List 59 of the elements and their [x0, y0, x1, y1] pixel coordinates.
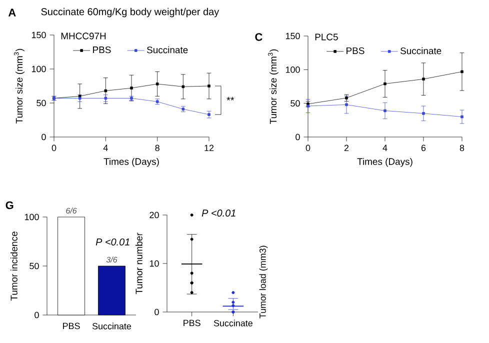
- x-tick-label: PBS: [184, 320, 200, 326]
- point: [422, 78, 425, 80]
- point: [460, 115, 464, 118]
- x-tick-label: 2: [344, 144, 349, 152]
- y-tick-label: 100: [32, 66, 46, 72]
- y-tick-label: 100: [286, 66, 300, 73]
- x-tick-label: 6: [421, 144, 426, 152]
- y-tick-label: 10: [150, 260, 159, 267]
- x-tick-label: Succinate: [214, 320, 252, 326]
- x-axis-title: Times (Days): [357, 158, 412, 167]
- y-tick-label: 150: [286, 32, 300, 40]
- point: [182, 85, 185, 88]
- text: A: [8, 8, 16, 16]
- x-tick-label: 0: [306, 144, 310, 152]
- x-tick-label: 8: [460, 144, 464, 152]
- point: [156, 82, 159, 86]
- x-tick-label: Succinate: [92, 322, 132, 330]
- y-tick-label: 0: [296, 134, 300, 140]
- y-tick-label: 50: [30, 262, 39, 270]
- chart-title: Succinate 60mg/Kg body weight/per day: [41, 8, 220, 18]
- x-tick-label: 12: [204, 144, 214, 152]
- x-tick-label: PBS: [63, 322, 80, 330]
- x-tick-label: 4: [103, 144, 108, 151]
- x-tick-label: 8: [155, 144, 160, 152]
- y-tick-label: 50: [36, 100, 46, 106]
- text: C: [255, 33, 262, 41]
- y-tick-label: 100: [24, 214, 39, 220]
- annotation: P <0.01: [96, 238, 130, 246]
- point: [208, 113, 210, 116]
- y-tick-label: 0: [154, 308, 159, 316]
- legend-label: PBS: [93, 46, 111, 54]
- legend-label: Succinate: [146, 46, 188, 54]
- x-tick-label: 0: [52, 144, 56, 152]
- y-tick-label: 50: [290, 100, 300, 107]
- x-axis-title: Times (Days): [104, 158, 159, 167]
- y-tick-label: 0: [42, 134, 46, 140]
- y-axis-title: Tumor size (mm$^{3}$): [14, 48, 24, 124]
- text: G: [6, 201, 14, 210]
- point: [384, 109, 386, 112]
- point: [384, 82, 386, 86]
- legend-label: PBS: [346, 47, 364, 54]
- y-tick-label: 150: [32, 32, 46, 38]
- point: [130, 86, 133, 90]
- y-tick-label: 0: [34, 312, 39, 318]
- annotation: P <0.01: [202, 210, 236, 217]
- y-axis-title: Tumor size (mm$^{3}$): [268, 49, 278, 124]
- y-axis-title: Tumor incidence: [10, 232, 18, 301]
- x-tick-label: 4: [382, 144, 388, 151]
- legend-label: Succinate: [400, 47, 442, 54]
- text: Tumor load (mm3): [259, 246, 268, 318]
- chart-subtitle: MHCC97H: [61, 32, 106, 40]
- point: [460, 70, 464, 74]
- annotation: **: [226, 96, 234, 100]
- point: [104, 89, 108, 92]
- y-tick-label: 20: [150, 212, 159, 218]
- point: [422, 112, 425, 115]
- chart-subtitle: PLC5: [315, 34, 338, 40]
- point: [208, 84, 210, 88]
- y-axis-title: Tumor number: [135, 232, 142, 294]
